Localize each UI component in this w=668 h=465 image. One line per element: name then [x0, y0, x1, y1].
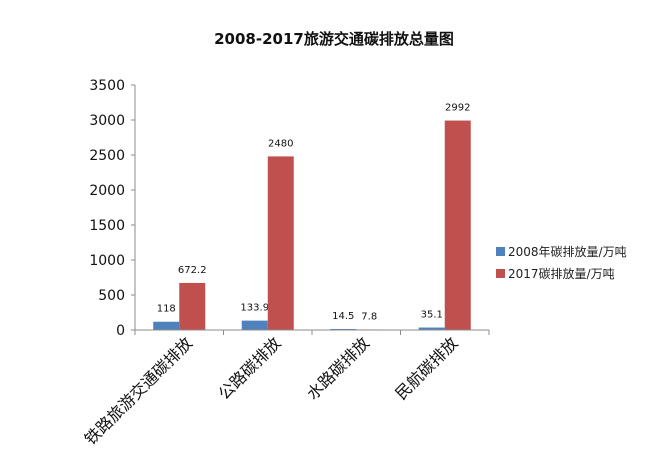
x-tick-label: 民航碳排放 — [392, 333, 462, 403]
y-tick-label: 500 — [98, 288, 125, 304]
bar-2008-0 — [153, 321, 180, 330]
data-label: 118 — [157, 304, 176, 315]
bar-2017-0 — [179, 282, 206, 330]
bar-2008-1 — [241, 320, 268, 330]
chart-title: 2008-2017旅游交通碳排放总量图 — [214, 30, 454, 48]
y-tick-label: 1500 — [89, 218, 125, 234]
data-label: 7.8 — [361, 311, 377, 322]
data-label: 133.9 — [240, 303, 269, 314]
y-tick-label: 0 — [116, 323, 125, 339]
y-tick-label: 3500 — [89, 78, 125, 94]
legend-item-2017: 2017碳排放量/万吨 — [496, 262, 627, 284]
y-tick-label: 2500 — [89, 148, 125, 164]
bar-2017-3 — [444, 120, 471, 330]
y-tick-label: 2000 — [89, 183, 125, 199]
legend-item-2008: 2008年碳排放量/万吨 — [496, 240, 627, 262]
data-label: 672.2 — [178, 265, 207, 276]
bar-2008-2 — [330, 328, 357, 330]
bar-2017-1 — [267, 156, 294, 330]
y-tick-label: 1000 — [89, 253, 125, 269]
x-tick-label: 公路碳排放 — [215, 333, 285, 403]
legend-label-2008: 2008年碳排放量/万吨 — [508, 244, 627, 259]
legend-swatch-2008 — [496, 246, 505, 256]
data-label: 35.1 — [421, 310, 443, 321]
x-tick-label: 水路碳排放 — [303, 333, 373, 403]
legend: 2008年碳排放量/万吨 2017碳排放量/万吨 — [496, 240, 627, 284]
data-label: 14.5 — [332, 311, 354, 322]
legend-label-2017: 2017碳排放量/万吨 — [508, 266, 615, 281]
x-tick-label: 铁路旅游交通碳排放 — [81, 333, 196, 448]
data-label: 2992 — [445, 103, 470, 114]
y-tick-label: 3000 — [89, 113, 125, 129]
data-label: 2480 — [268, 138, 293, 149]
legend-swatch-2017 — [496, 268, 505, 278]
bar-2008-3 — [418, 327, 445, 330]
